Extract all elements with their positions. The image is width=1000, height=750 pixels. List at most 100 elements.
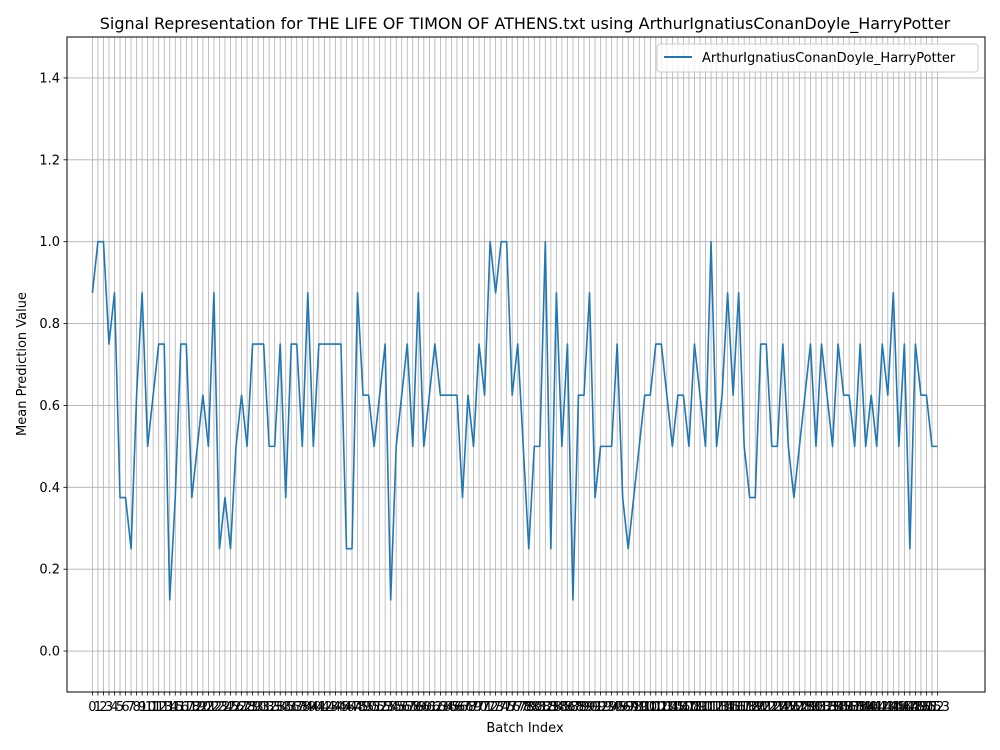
chart-title: Signal Representation for THE LIFE OF TI… [100,14,951,34]
x-tick-label: 98 [625,700,642,715]
x-tick-label: 43 [322,700,339,715]
x-tick-label: 117 [726,700,751,715]
x-tick-label: 41 [311,700,328,715]
x-tick-label: 130 [798,700,823,715]
x-tick-label: 57 [399,700,416,715]
x-tick-label: 31 [255,700,272,715]
x-tick-label: 129 [793,700,818,715]
x-tick-label: 136 [831,700,856,715]
x-tick-label: 51 [366,700,383,715]
x-tick-label: 17 [178,700,195,715]
x-tick-label: 64 [438,700,455,715]
x-tick-label: 141 [859,700,884,715]
x-tick-label: 73 [487,700,504,715]
x-tick-label: 96 [614,700,631,715]
x-tick-label: 150 [909,700,934,715]
x-tick-label: 48 [349,700,366,715]
x-tick-label: 53 [377,700,394,715]
x-tick-label: 107 [671,700,696,715]
y-tick-label: 1.4 [39,71,60,86]
x-tick-label: 135 [826,700,851,715]
x-tick-label: 138 [842,700,867,715]
x-tick-label: 131 [804,700,829,715]
plot-frame [66,36,986,693]
y-tick-label: 1.0 [39,235,60,250]
x-tick-label: 148 [897,700,922,715]
x-tick-label: 84 [548,700,565,715]
x-tick-label: 93 [598,700,615,715]
x-tick-label: 62 [427,700,444,715]
x-tick-label: 88 [570,700,587,715]
x-tick-label: 92 [592,700,609,715]
x-tick-label: 137 [837,700,862,715]
x-tick-label: 121 [748,700,773,715]
x-tick-label: 20 [195,700,212,715]
x-tick-label: 82 [537,700,554,715]
x-tick-label: 27 [233,700,250,715]
x-tick-label: 134 [820,700,845,715]
x-tick-label: 95 [609,700,626,715]
x-tick-label: 110 [688,700,713,715]
x-tick-label: 89 [576,700,593,715]
x-tick-label: 58 [404,700,421,715]
x-tick-label: 52 [371,700,388,715]
x-tick-label: 32 [261,700,278,715]
x-tick-label: 77 [509,700,526,715]
x-tick-label: 29 [244,700,261,715]
x-tick-label: 108 [677,700,702,715]
x-tick-label: 1 [94,700,102,715]
x-tick-label: 97 [620,700,637,715]
x-tick-label: 63 [432,700,449,715]
x-tick-label: 114 [710,700,735,715]
x-tick-label: 33 [266,700,283,715]
x-tick-label: 75 [498,700,515,715]
x-tick-label: 83 [543,700,560,715]
x-tick-label: 125 [770,700,795,715]
x-tick-label: 122 [754,700,779,715]
legend-box [656,43,979,73]
x-tick-label: 71 [476,700,493,715]
x-tick-label: 46 [338,700,355,715]
x-tick-label: 80 [526,700,543,715]
x-tick-label: 100 [632,700,657,715]
x-tick-label: 146 [886,700,911,715]
x-tick-label: 105 [660,700,685,715]
x-tick-label: 147 [892,700,917,715]
x-tick-label: 91 [587,700,604,715]
x-tick-label: 90 [581,700,598,715]
x-tick-label: 18 [184,700,201,715]
x-tick-label: 66 [449,700,466,715]
x-tick-label: 144 [875,700,900,715]
x-tick-label: 38 [294,700,311,715]
x-tick-label: 42 [316,700,333,715]
x-tick-label: 8 [132,700,140,715]
x-tick-label: 28 [239,700,256,715]
x-tick-label: 67 [454,700,471,715]
y-tick-label: 0.6 [39,399,60,414]
x-tick-label: 79 [520,700,537,715]
x-tick-label: 120 [743,700,768,715]
x-tick-label: 26 [228,700,245,715]
x-tick-label: 19 [189,700,206,715]
x-tick-label: 151 [914,700,939,715]
x-tick-label: 72 [482,700,499,715]
x-tick-label: 68 [460,700,477,715]
x-tick-label: 103 [649,700,674,715]
x-tick-label: 116 [721,700,746,715]
x-tick-label: 11 [145,700,162,715]
x-tick-label: 3 [105,700,113,715]
legend-entry-label: ArthurIgnatiusConanDoyle_HarryPotter [702,51,956,66]
x-tick-label: 12 [150,700,167,715]
x-tick-label: 128 [787,700,812,715]
x-tick-label: 2 [99,700,107,715]
x-tick-label: 25 [222,700,239,715]
x-axis: 0123456789101112131415161718192021222324… [88,692,950,715]
y-tick-label: 0.2 [39,563,60,578]
x-tick-label: 101 [638,700,663,715]
x-tick-label: 59 [410,700,427,715]
x-tick-label: 65 [443,700,460,715]
x-tick-label: 102 [643,700,668,715]
x-tick-label: 112 [699,700,724,715]
x-tick-label: 152 [920,700,945,715]
